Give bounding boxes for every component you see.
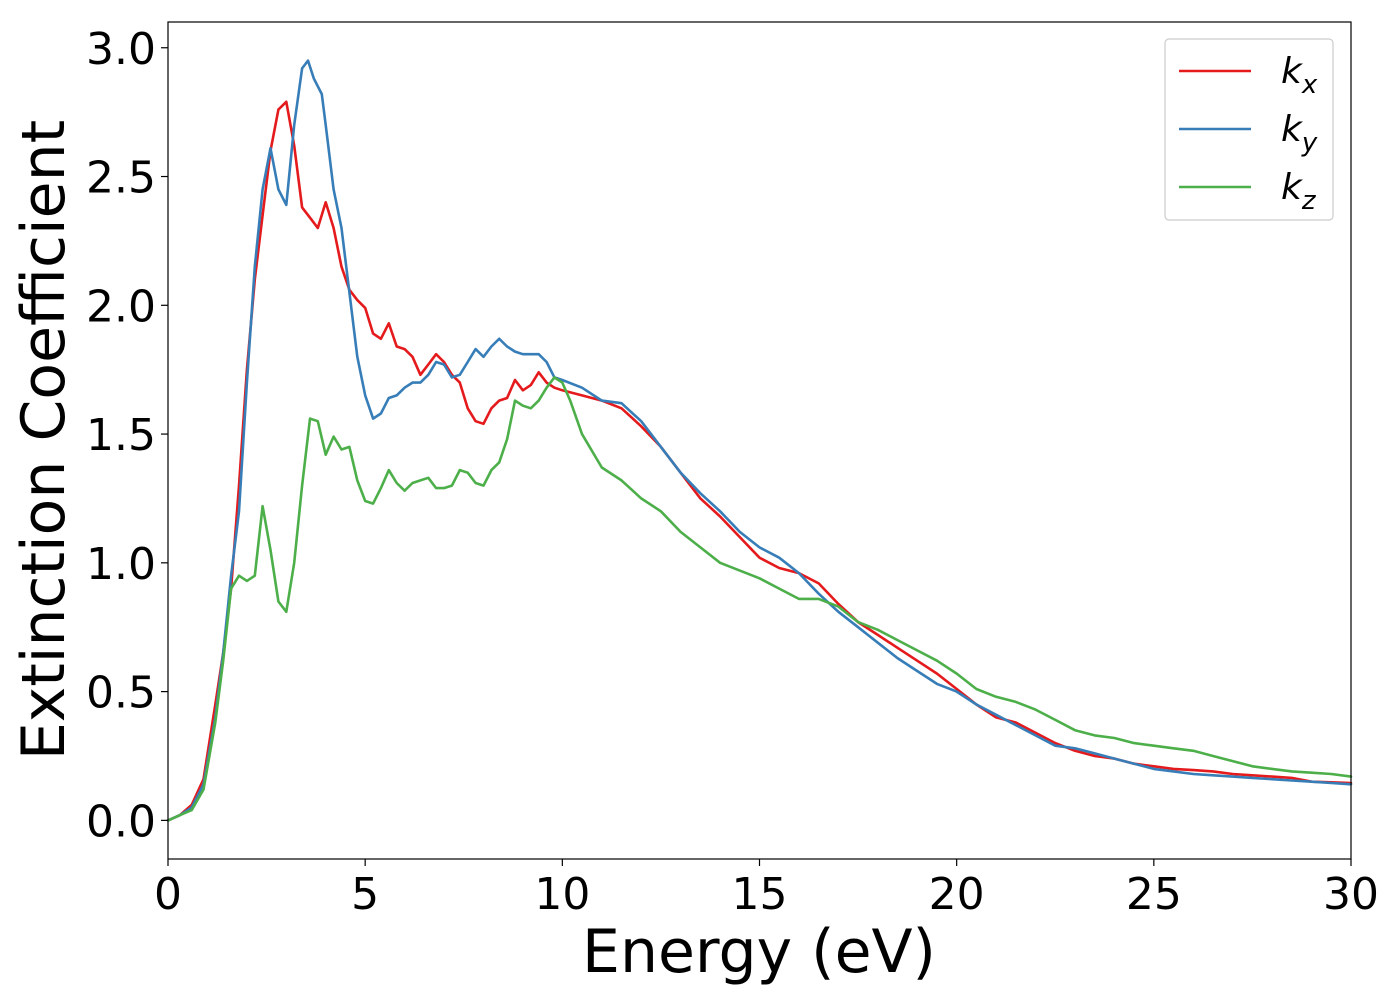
legend-label-main: k [1281,167,1304,208]
x-tick-label: 30 [1323,869,1379,920]
legend-label-main: k [1281,109,1304,150]
y-tick-label: 3.0 [86,24,156,75]
y-axis-ticks: 0.0 0.5 1.0 1.5 2.0 2.5 3.0 [86,24,168,847]
plot-lines [166,59,1353,822]
legend-label-sub: z [1301,186,1317,216]
y-tick-label: 2.0 [86,281,156,332]
y-tick-label: 1.0 [86,539,156,590]
x-tick-label: 10 [534,869,590,920]
y-tick-label: 0.5 [86,668,156,719]
y-axis-label: Extinction Coefficient [9,120,79,760]
y-tick-label: 0.0 [86,796,156,847]
series-line-k-z [166,376,1353,822]
x-tick-label: 25 [1126,869,1182,920]
legend-label-sub: x [1301,70,1318,100]
x-tick-label: 0 [154,869,182,920]
legend-label: kz [1281,167,1317,216]
legend-label-main: k [1281,51,1304,92]
x-tick-label: 15 [732,869,788,920]
x-axis-ticks: 0 5 10 15 20 25 30 [154,859,1379,920]
legend-label-sub: y [1301,128,1318,158]
legend-label: kx [1281,51,1318,100]
x-axis-label: Energy (eV) [582,917,936,987]
y-tick-label: 1.5 [86,410,156,461]
x-tick-label: 5 [351,869,379,920]
legend-label: ky [1281,109,1318,158]
y-tick-label: 2.5 [86,153,156,204]
x-tick-label: 20 [929,869,985,920]
series-line-k-y [166,59,1353,822]
